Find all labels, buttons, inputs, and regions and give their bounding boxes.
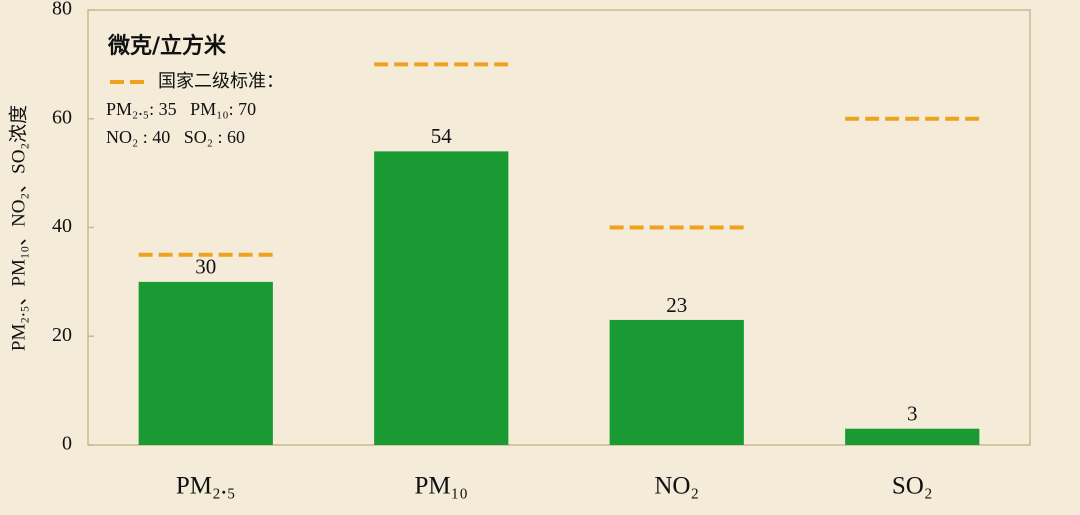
- y-tick-label: 40: [52, 215, 72, 237]
- bar: [845, 428, 980, 445]
- y-axis-label: PM₂.₅、PM₁₀、NO₂、SO₂浓度: [7, 105, 29, 351]
- y-tick-label: 0: [62, 433, 72, 455]
- bar: [609, 319, 744, 445]
- data-label: 54: [431, 124, 453, 148]
- legend-line: PM₂.₅: 35 PM₁₀: 70: [106, 99, 256, 119]
- legend-reference-name: 国家二级标准：: [158, 71, 284, 92]
- data-label: 30: [195, 255, 216, 279]
- data-label: 3: [907, 402, 918, 426]
- bar: [138, 281, 273, 445]
- x-tick-label: PM₂.₅: [176, 473, 236, 500]
- bar: [374, 151, 509, 445]
- y-tick-label: 80: [52, 0, 72, 20]
- legend-line: NO₂ : 40 SO₂ : 60: [106, 127, 245, 147]
- legend-unit: 微克/立方米: [107, 33, 227, 59]
- data-label: 23: [666, 293, 687, 317]
- y-tick-label: 20: [52, 324, 72, 346]
- x-tick-label: SO₂: [892, 473, 933, 500]
- y-tick-label: 60: [52, 106, 72, 128]
- x-tick-label: PM₁₀: [414, 473, 468, 500]
- x-tick-label: NO₂: [654, 473, 699, 500]
